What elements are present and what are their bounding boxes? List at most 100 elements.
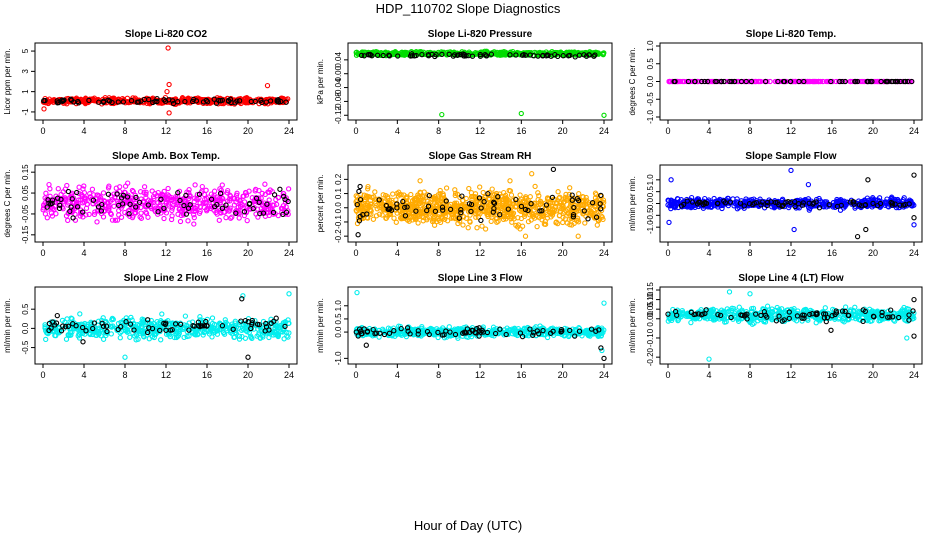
y-tick-label: -1.0 <box>334 351 343 365</box>
data-point <box>73 201 79 207</box>
data-point <box>576 52 583 58</box>
data-point <box>123 319 129 325</box>
data-point <box>127 213 133 219</box>
x-tick-label: 8 <box>436 126 441 136</box>
data-point <box>521 213 528 219</box>
data-point <box>117 184 123 190</box>
data-point <box>136 199 143 205</box>
data-point <box>241 327 247 333</box>
data-point <box>588 210 595 216</box>
data-point <box>571 204 577 211</box>
data-point <box>426 53 432 59</box>
data-point <box>248 333 254 339</box>
data-point <box>86 211 92 218</box>
data-point <box>227 193 234 199</box>
data-point <box>263 320 269 327</box>
data-point <box>889 202 895 208</box>
data-point <box>129 187 136 194</box>
data-point <box>842 78 848 85</box>
data-point <box>725 195 731 202</box>
data-point <box>692 78 698 85</box>
data-point <box>127 334 133 340</box>
data-point <box>224 190 230 196</box>
data-point <box>42 97 48 104</box>
data-point <box>145 214 151 220</box>
data-point <box>576 191 582 197</box>
data-point <box>813 196 820 203</box>
data-point <box>74 204 81 210</box>
data-point <box>544 195 551 201</box>
data-point <box>58 191 64 198</box>
data-point <box>569 209 575 215</box>
data-point <box>433 52 439 58</box>
x-tick-label: 12 <box>786 248 796 258</box>
data-point <box>450 214 457 221</box>
data-point <box>746 78 753 85</box>
data-point <box>283 99 289 105</box>
data-point <box>569 197 575 203</box>
data-point <box>126 211 132 217</box>
data-point <box>198 323 205 329</box>
data-point <box>130 324 137 330</box>
data-point <box>468 201 475 208</box>
data-point <box>131 327 137 333</box>
outlier-point <box>911 222 917 228</box>
data-point <box>100 336 107 342</box>
data-point <box>600 197 607 203</box>
y-tick-label: 0.5 <box>646 186 655 198</box>
data-point <box>677 78 684 85</box>
data-point <box>532 183 538 190</box>
data-point <box>161 188 167 195</box>
data-point <box>432 208 439 214</box>
data-point <box>543 202 550 208</box>
data-point <box>253 195 260 201</box>
data-point <box>86 97 92 104</box>
data-point <box>259 190 265 197</box>
outlier-point <box>264 82 271 89</box>
data-point <box>478 205 484 211</box>
data-point <box>56 205 63 212</box>
data-point <box>386 206 392 212</box>
x-tick-label: 4 <box>395 126 400 136</box>
y-tick-label: 0.0 <box>646 197 655 209</box>
data-point <box>444 218 451 224</box>
data-point <box>488 218 494 225</box>
data-point <box>452 187 458 193</box>
data-point <box>362 198 368 204</box>
data-point <box>190 96 197 103</box>
data-point <box>209 315 216 321</box>
data-point <box>208 196 215 202</box>
data-point <box>206 331 213 337</box>
data-point <box>145 317 151 323</box>
data-point <box>727 199 734 205</box>
data-point <box>560 50 566 57</box>
data-point <box>146 325 152 331</box>
y-axis-label: ml/min per min. <box>628 176 637 231</box>
data-point <box>49 200 55 206</box>
plot-frame <box>34 42 298 121</box>
figure-title: HDP_110702 Slope Diagnostics <box>375 1 561 16</box>
outlier-point <box>865 177 871 183</box>
data-point <box>431 218 437 224</box>
data-point <box>182 98 188 105</box>
data-point <box>465 225 471 231</box>
data-point <box>372 199 378 205</box>
data-point <box>139 316 145 322</box>
data-point <box>83 328 89 334</box>
data-point <box>65 323 72 329</box>
data-point <box>671 78 677 85</box>
data-point <box>227 198 233 204</box>
data-point <box>406 210 412 216</box>
outlier-point <box>507 178 513 184</box>
data-point <box>158 337 164 343</box>
data-point <box>120 99 127 105</box>
data-point <box>370 216 377 222</box>
x-tick-label: 4 <box>81 248 86 258</box>
data-point <box>169 213 175 219</box>
x-tick-label: 20 <box>243 370 253 380</box>
data-point <box>505 206 511 212</box>
y-tick-label: -0.1 <box>334 215 343 229</box>
data-point <box>483 52 489 59</box>
data-point <box>219 97 225 103</box>
